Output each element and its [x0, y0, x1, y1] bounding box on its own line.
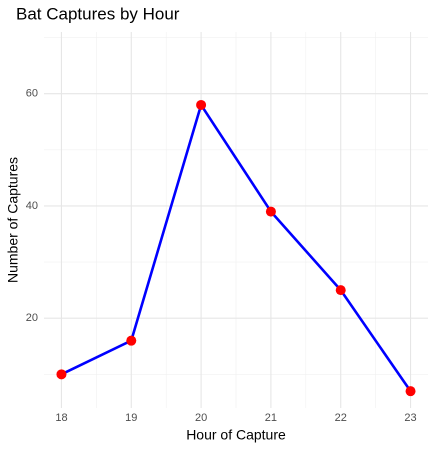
x-axis-title: Hour of Capture	[186, 427, 286, 443]
point	[335, 285, 346, 296]
point	[56, 369, 67, 380]
y-tick-label: 40	[26, 200, 38, 212]
x-tick-label: 23	[404, 412, 416, 424]
point	[196, 99, 207, 110]
x-tick-label: 20	[195, 412, 207, 424]
point	[405, 386, 416, 397]
y-tick-label: 20	[26, 312, 38, 324]
y-axis-title: Number of Captures	[5, 157, 21, 283]
point	[126, 335, 137, 346]
line	[60, 103, 412, 392]
x-tick-label: 21	[265, 412, 277, 424]
x-tick-label: 22	[335, 412, 347, 424]
x-tick-label: 18	[55, 412, 67, 424]
point	[265, 206, 276, 217]
chart-title: Bat Captures by Hour	[16, 4, 180, 23]
x-tick-label: 19	[125, 412, 137, 424]
y-tick-label: 60	[26, 88, 38, 100]
